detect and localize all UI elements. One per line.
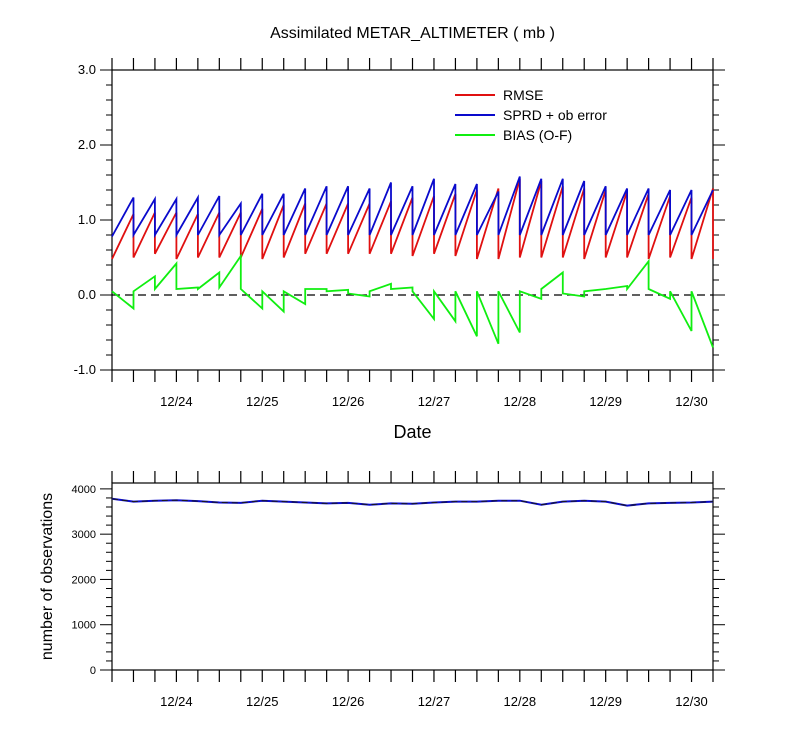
x-axis-label: Date (393, 422, 431, 442)
y-tick-label: -1.0 (74, 362, 96, 377)
legend-entry-0: RMSE (503, 87, 543, 103)
y-tick-label: 1.0 (78, 212, 96, 227)
x-tick-label: 12/29 (589, 694, 622, 709)
y-tick-label: 3.0 (78, 62, 96, 77)
y-tick-label: 1000 (72, 620, 96, 632)
x-tick-label: 12/26 (332, 694, 365, 709)
x-tick-label: 12/24 (160, 394, 193, 409)
series-line-2 (111, 253, 714, 348)
x-tick-label: 12/27 (418, 394, 451, 409)
bottom-panel: 12/24 12/25 12/26 12/27 12/28 12/29 12/30 0 1000… (39, 471, 725, 709)
x-tick-label: 12/30 (675, 394, 708, 409)
y-tick-label: 0 (90, 665, 96, 677)
top-panel: 12/24 12/25 12/26 12/27 12/28 12/29 12/30 -1.0 0… (74, 25, 725, 442)
y-axis-label: number of observations (39, 493, 56, 660)
y-tick-label: 3000 (72, 529, 96, 541)
x-tick-label: 12/28 (504, 394, 537, 409)
y-tick-label: 2000 (72, 574, 96, 586)
x-tick-label: 12/29 (589, 394, 622, 409)
chart-title: Assimilated METAR_ALTIMETER ( mb ) (270, 25, 555, 42)
x-tick-label: 12/28 (504, 694, 537, 709)
series-line-1 (111, 176, 714, 239)
y-tick-label: 0.0 (78, 287, 96, 302)
x-tick-label: 12/26 (332, 394, 365, 409)
x-tick-label: 12/27 (418, 694, 451, 709)
x-tick-label: 12/25 (246, 694, 279, 709)
x-tick-label: 12/30 (675, 694, 708, 709)
x-tick-label: 12/25 (246, 394, 279, 409)
legend-entry-2: BIAS (O-F) (503, 127, 572, 143)
x-tick-label: 12/24 (160, 694, 193, 709)
y-tick-label: 2.0 (78, 137, 96, 152)
y-tick-label: 4000 (72, 484, 96, 496)
plot-frame (111, 482, 714, 671)
legend-entry-1: SPRD + ob error (503, 107, 607, 123)
series-line-dashed-0 (111, 498, 714, 507)
